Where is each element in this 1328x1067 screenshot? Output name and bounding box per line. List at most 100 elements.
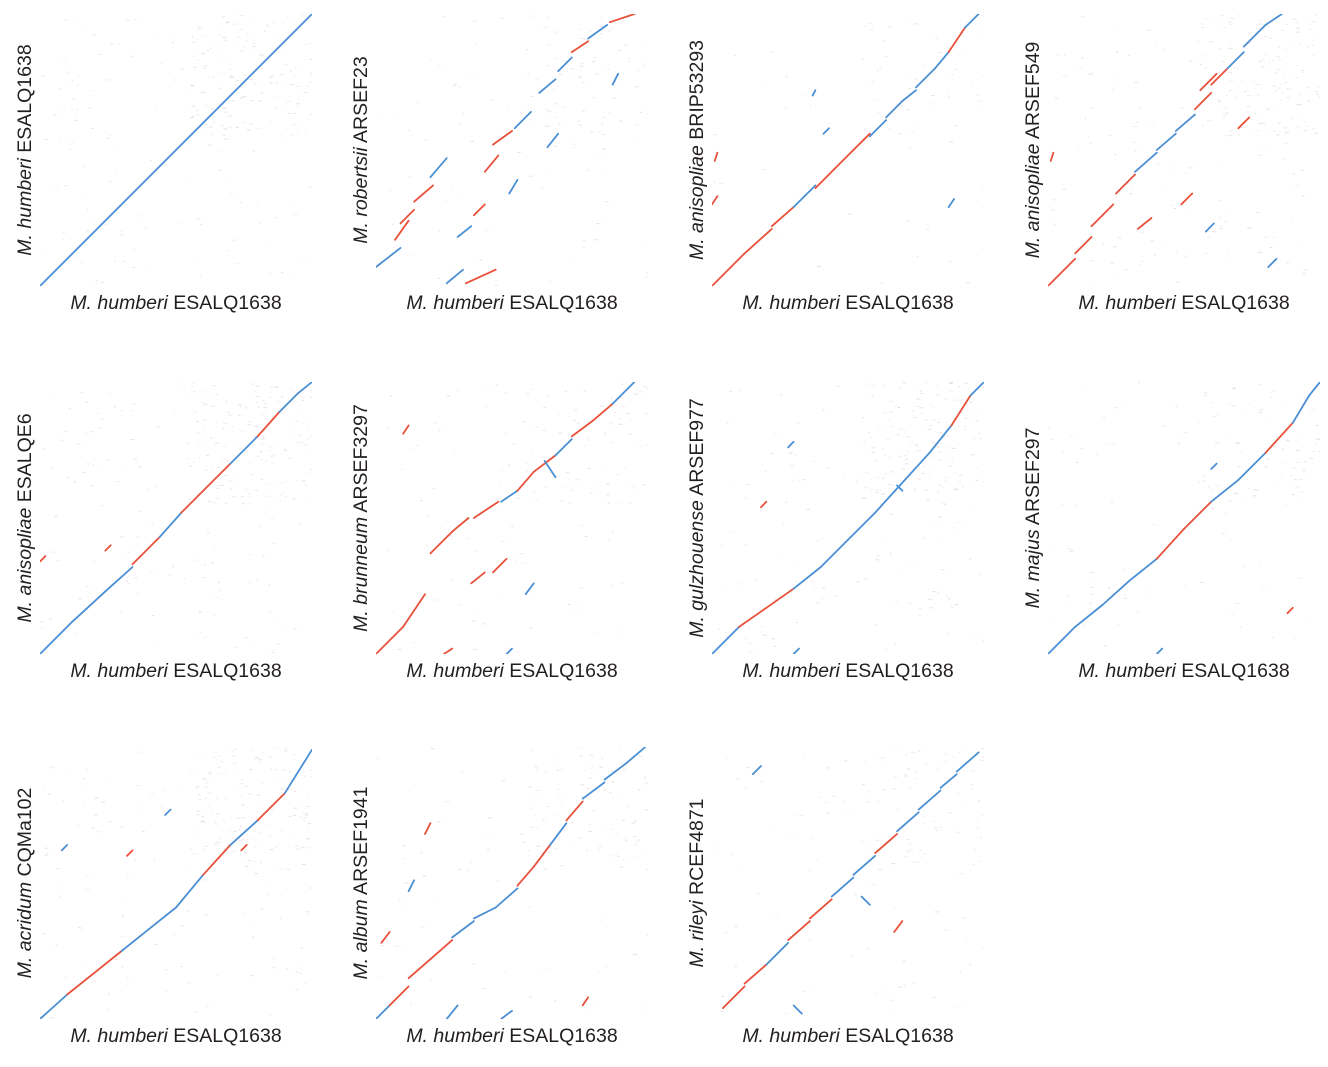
reverse-alignment-segment: [815, 169, 834, 188]
background-dot: [138, 808, 140, 809]
background-dot: [253, 43, 254, 44]
background-dot: [1283, 159, 1286, 160]
background-dot: [257, 456, 258, 457]
background-dot: [302, 397, 305, 398]
background-dot: [297, 133, 299, 134]
background-dot: [786, 76, 788, 77]
background-dot: [878, 427, 881, 428]
background-dot: [213, 757, 217, 758]
forward-alignment-segment: [935, 52, 949, 68]
dot-plot-svg: [1048, 382, 1320, 654]
background-dot: [453, 85, 456, 86]
background-dot: [205, 787, 208, 788]
background-dot: [265, 461, 267, 462]
background-dot: [894, 405, 897, 406]
background-dot: [610, 771, 614, 772]
background-dot: [454, 450, 457, 451]
background-dot: [616, 855, 618, 856]
background-dot: [250, 397, 252, 398]
background-dot: [202, 402, 205, 403]
background-dot: [625, 468, 627, 469]
x-axis-strain: ESALQ1638: [845, 292, 953, 314]
background-dot: [879, 490, 881, 491]
background-dot: [1292, 467, 1296, 468]
background-dot: [227, 176, 228, 177]
background-dot: [978, 861, 981, 862]
background-dot: [569, 842, 570, 843]
background-dot: [95, 798, 99, 799]
background-dot: [77, 85, 80, 86]
forward-alignment-segment: [605, 763, 627, 779]
background-dot: [94, 814, 98, 815]
background-dot: [285, 869, 288, 870]
background-dot: [1096, 454, 1097, 455]
background-dot: [69, 408, 71, 409]
background-dot: [1230, 18, 1234, 19]
background-dot: [920, 856, 921, 857]
background-dot: [1309, 458, 1313, 459]
background-dot: [226, 111, 227, 112]
background-dot: [966, 282, 970, 283]
background-dot: [203, 391, 206, 392]
background-dot: [898, 133, 902, 134]
background-dot: [1192, 510, 1194, 511]
background-dot: [530, 16, 532, 17]
background-dot: [1258, 412, 1262, 413]
background-dot: [1139, 107, 1141, 108]
background-dot: [1114, 407, 1117, 408]
background-dot: [1258, 148, 1259, 149]
background-dot: [186, 911, 189, 912]
background-dot: [546, 110, 550, 111]
background-dot: [108, 994, 110, 995]
background-dot: [888, 26, 892, 27]
background-dot: [615, 405, 617, 406]
background-dot: [269, 446, 273, 447]
background-dot: [1266, 108, 1268, 109]
background-dot: [246, 33, 248, 34]
background-dot: [876, 460, 878, 461]
forward-alignment-segment: [526, 583, 534, 594]
background-dot: [1227, 438, 1228, 439]
background-dot: [278, 623, 279, 624]
background-dot: [898, 456, 902, 457]
forward-alignment-segment: [788, 442, 793, 448]
background-dot: [240, 406, 241, 407]
background-dot: [296, 972, 298, 973]
background-dot: [1306, 46, 1310, 47]
background-dot: [91, 128, 94, 129]
background-dot: [1308, 101, 1311, 102]
background-dot: [63, 108, 65, 109]
background-dot: [981, 748, 984, 749]
background-dot: [101, 419, 104, 420]
background-dot: [622, 859, 625, 860]
background-dot: [211, 109, 212, 110]
background-dot: [1275, 104, 1276, 105]
background-dot: [204, 68, 207, 69]
background-dot: [208, 501, 211, 502]
background-dot: [870, 489, 872, 490]
background-dot: [915, 444, 917, 445]
background-dot: [817, 266, 821, 267]
background-dot: [290, 389, 292, 390]
x-axis-species: M. humberi: [1078, 660, 1176, 682]
background-dot: [937, 593, 940, 594]
background-dot: [1303, 273, 1305, 274]
background-dot: [194, 1012, 197, 1013]
background-dot: [1111, 502, 1114, 503]
background-dot: [584, 770, 586, 771]
background-dot: [293, 815, 296, 816]
background-dot: [1137, 122, 1139, 123]
background-dot: [721, 544, 723, 545]
background-dot: [496, 385, 498, 386]
reverse-alignment-segment: [471, 572, 485, 583]
background-dot: [568, 480, 570, 481]
background-dot: [617, 856, 620, 857]
background-dot: [87, 875, 89, 876]
background-dot: [249, 769, 252, 770]
background-dot: [739, 390, 742, 391]
background-dot: [1287, 97, 1290, 98]
background-dot: [1094, 583, 1095, 584]
background-dot: [931, 442, 935, 443]
background-dot: [933, 821, 934, 822]
x-axis-species: M. humberi: [1078, 292, 1176, 314]
